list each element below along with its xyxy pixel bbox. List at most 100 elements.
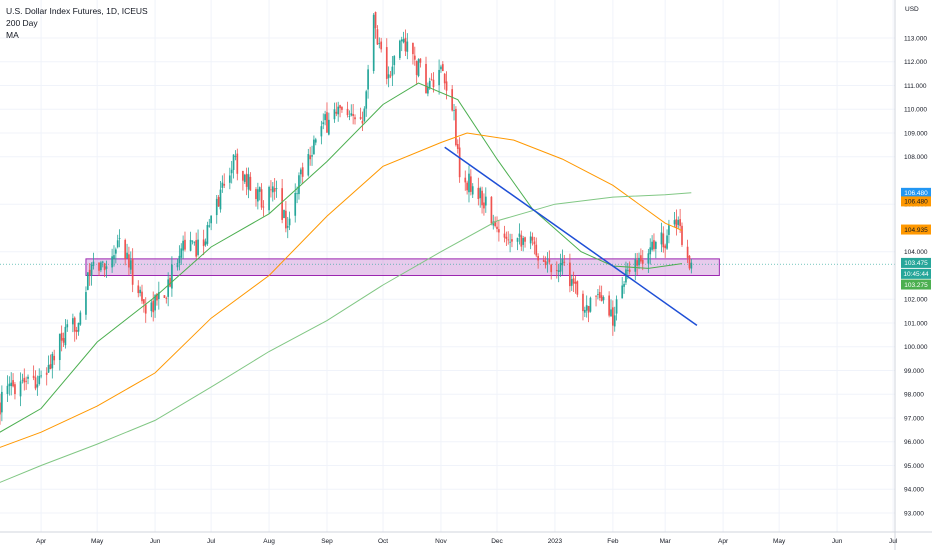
candle-body	[427, 87, 429, 94]
candle-body	[236, 153, 239, 174]
grid-lines	[0, 0, 895, 532]
candle-body	[649, 247, 652, 255]
y-tick-label: 99.000	[904, 368, 924, 375]
candle-body	[113, 255, 115, 259]
candle-body	[600, 295, 603, 302]
candle-body	[615, 299, 618, 314]
candle-body	[152, 300, 155, 313]
candle-body	[271, 186, 274, 193]
candle-body	[143, 299, 145, 304]
candle-body	[208, 225, 211, 227]
candle-body	[516, 237, 519, 242]
candle-body	[34, 377, 37, 389]
candle-body	[432, 79, 435, 88]
candle-body	[8, 383, 11, 387]
candle-body	[245, 173, 248, 187]
candle-body	[569, 262, 571, 287]
candle-body	[598, 292, 601, 298]
candle-body	[324, 114, 326, 121]
candle-body	[610, 309, 612, 317]
candle-body	[415, 60, 418, 75]
candle-body	[623, 283, 625, 287]
candle-body	[544, 260, 547, 266]
candle-body	[438, 69, 440, 86]
candle-body	[85, 292, 87, 315]
x-tick-label: Dec	[491, 538, 503, 545]
legend-200-day[interactable]: 200 Day	[6, 18, 38, 28]
candle-body	[62, 338, 65, 343]
candle-body	[60, 332, 63, 341]
candle-body	[483, 202, 485, 209]
candle-body	[677, 220, 680, 225]
candle-body	[583, 309, 586, 313]
candle-body	[32, 375, 35, 378]
time-axis[interactable]: Apr May Jun Jul Aug Sep Oct Nov Dec 2023 Feb Mar Apr…	[0, 531, 932, 545]
trendline-line	[444, 146, 698, 326]
candle-body	[380, 41, 383, 50]
candle-body	[189, 239, 192, 251]
candle-body	[641, 260, 644, 264]
candle-body	[363, 108, 366, 121]
price-tag-label: 106.480	[904, 199, 928, 206]
y-tick-label: 111.000	[904, 83, 927, 90]
candle-body	[518, 233, 521, 237]
candle-body	[27, 376, 29, 379]
candle-body	[19, 381, 22, 397]
candle-body	[402, 39, 405, 43]
support-zone	[0, 258, 895, 276]
candle-body	[576, 281, 579, 295]
candle-body	[613, 315, 616, 327]
candle-body	[352, 114, 354, 116]
y-tick-label: 108.000	[904, 154, 928, 161]
candle-body	[660, 232, 663, 245]
candle-body	[219, 189, 222, 210]
legend-ma[interactable]: MA	[6, 30, 19, 40]
candle-body	[169, 277, 171, 287]
candle-body	[542, 260, 545, 262]
candle-body	[262, 206, 265, 208]
candle-body	[490, 196, 493, 224]
candle-body	[137, 285, 140, 294]
candle-body	[333, 109, 336, 120]
y-tick-label: 109.000	[904, 130, 928, 137]
x-tick-label: Apr	[718, 538, 729, 545]
candle-body	[296, 193, 298, 195]
candles	[0, 11, 693, 425]
legend-title[interactable]: U.S. Dollar Index Futures, 1D, ICEUS	[6, 6, 148, 16]
candle-body	[468, 173, 470, 193]
candle-body	[673, 220, 676, 225]
candle-body	[570, 279, 573, 286]
candle-body	[38, 375, 41, 384]
moving-average-line-1	[0, 82, 683, 433]
candle-body	[328, 119, 330, 135]
candle-body	[51, 353, 54, 369]
candle-body	[496, 226, 498, 230]
candle-body	[131, 258, 134, 285]
candle-body	[141, 291, 143, 302]
candle-body	[285, 210, 287, 229]
candle-body	[283, 210, 285, 218]
y-tick-label: 95.000	[904, 463, 924, 470]
candle-body	[365, 91, 368, 109]
candle-body	[180, 248, 183, 258]
candle-body	[664, 245, 667, 249]
candle-body	[563, 261, 566, 263]
candle-body	[12, 380, 14, 387]
x-tick-label: Feb	[607, 538, 619, 545]
candle-body	[537, 255, 539, 261]
x-tick-label: May	[91, 538, 104, 545]
candle-body	[258, 187, 261, 192]
candle-body	[533, 241, 536, 245]
candle-body	[509, 241, 511, 243]
candle-body	[679, 219, 681, 227]
price-tag-box	[901, 268, 931, 279]
candle-body	[479, 188, 482, 199]
candle-body	[40, 375, 42, 377]
candle-body	[348, 116, 351, 117]
candle-body	[385, 47, 388, 79]
candle-body	[116, 240, 119, 248]
candle-body	[634, 259, 637, 272]
candle-body	[299, 169, 302, 175]
candle-body	[341, 106, 343, 110]
